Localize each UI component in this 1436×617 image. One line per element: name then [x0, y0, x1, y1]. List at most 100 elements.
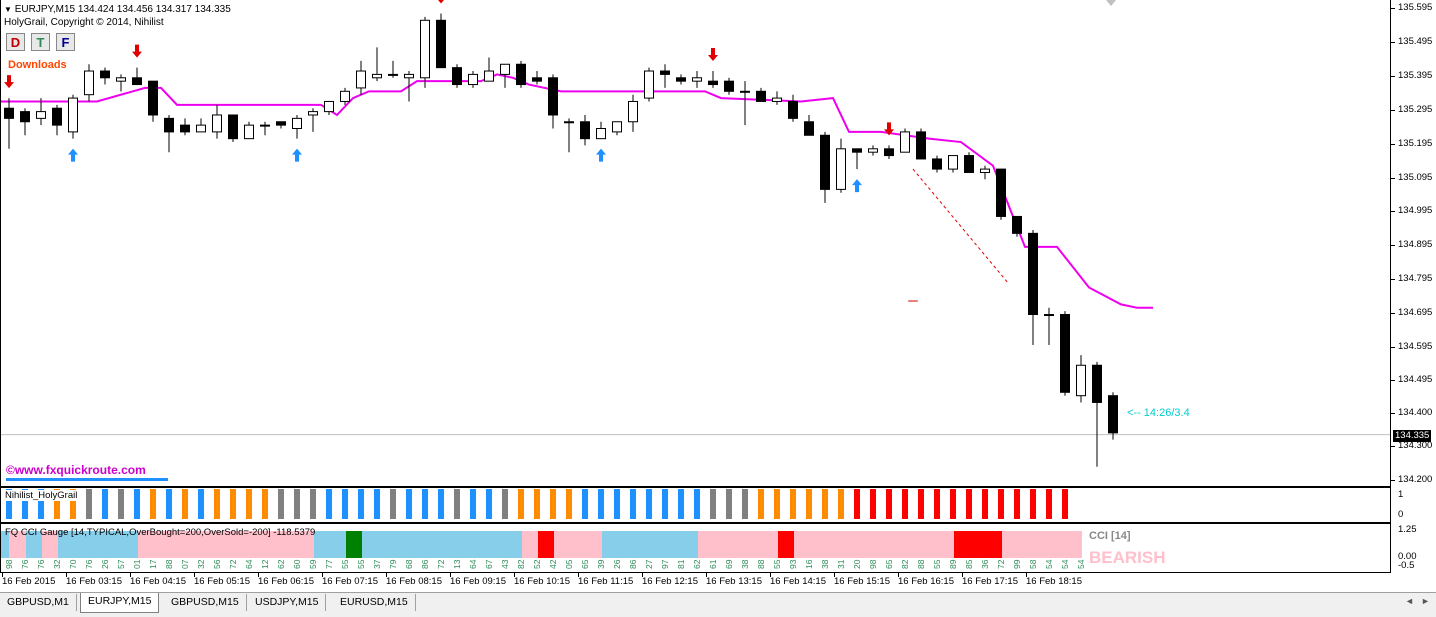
d-button-label: D	[10, 35, 21, 50]
bear-candle	[20, 111, 30, 123]
bull-candle	[628, 100, 638, 123]
scroll-marker-icon[interactable]	[1106, 0, 1116, 6]
holygrail-bar	[278, 489, 284, 519]
bull-candle	[196, 124, 206, 133]
holygrail-bar	[566, 489, 572, 519]
cci-number: 76	[36, 559, 46, 569]
bear-candle	[436, 19, 446, 69]
cci-segment	[778, 531, 794, 558]
price-tick	[1391, 211, 1395, 213]
cci-number: 97	[660, 559, 670, 569]
watermark-link[interactable]: ©www.fxquickroute.com	[6, 463, 146, 477]
price-tick-label: 134.995	[1398, 205, 1433, 217]
bear-candle	[4, 107, 14, 119]
cci-segment	[138, 531, 314, 558]
bull-candle	[308, 111, 318, 116]
cci-number: 85	[964, 559, 974, 569]
price-tick-label: 134.200	[1398, 474, 1433, 486]
bull-candle	[468, 73, 478, 86]
holygrail-bar	[662, 489, 668, 519]
tab-eurjpy-m15[interactable]: EURJPY,M15	[80, 593, 160, 613]
cci-number: 72	[436, 559, 446, 569]
bear-candle	[164, 117, 174, 133]
bear-candle	[228, 114, 238, 140]
cci-segment	[58, 531, 138, 558]
price-axis	[1391, 0, 1436, 573]
bear-candle	[916, 131, 926, 160]
time-tick	[130, 573, 131, 577]
holygrail-bar	[166, 489, 172, 519]
bear-candle	[1108, 395, 1118, 434]
t-button[interactable]: T	[31, 33, 50, 51]
bear-candle	[1012, 215, 1022, 234]
price-tick-label: 135.395	[1398, 70, 1433, 82]
cci-number: 61	[708, 559, 718, 569]
bull-candle	[324, 100, 334, 113]
cci-number: 38	[740, 559, 750, 569]
downloads-link[interactable]: Downloads	[8, 59, 67, 71]
price-tick	[1391, 312, 1395, 314]
cci-number: 32	[52, 559, 62, 569]
bull-candle	[84, 70, 94, 96]
trend-line	[912, 168, 1010, 285]
cci-number: 17	[148, 559, 158, 569]
cci-segment	[522, 531, 538, 558]
tab-gbpusd-m1[interactable]: GBPUSD,M1	[0, 594, 77, 611]
cci-number: 72	[228, 559, 238, 569]
bear-candle	[708, 80, 718, 86]
collapse-icon[interactable]: ▼	[4, 5, 12, 14]
holygrail-bar	[422, 489, 428, 519]
price-tick	[1391, 480, 1395, 482]
cci-number: 86	[420, 559, 430, 569]
cci-number: 38	[820, 559, 830, 569]
holygrail-bar	[134, 489, 140, 519]
bear-candle	[788, 100, 798, 119]
tab-gbpusd-m15[interactable]: GBPUSD,M15	[164, 594, 247, 611]
holygrail-bar	[854, 489, 860, 519]
bear-candle	[660, 70, 670, 75]
price-tick	[1391, 380, 1395, 382]
bull-candle	[1044, 314, 1054, 317]
time-tick	[386, 573, 387, 577]
tab-scroll-left-icon[interactable]: ◄	[1405, 596, 1414, 606]
bull-candle	[292, 117, 302, 130]
cci-number: 39	[596, 559, 606, 569]
holygrail-label: Nihilist_HolyGrail	[5, 490, 78, 501]
price-tick	[1391, 76, 1395, 78]
holygrail-bar	[550, 489, 556, 519]
bear-candle	[548, 77, 558, 116]
cci-number: 88	[164, 559, 174, 569]
cci-number: 54	[1060, 559, 1070, 569]
time-tick	[578, 573, 579, 577]
cci-segment	[554, 531, 602, 558]
tab-eurusd-m15[interactable]: EURUSD,M15	[333, 594, 416, 611]
bear-candle	[100, 70, 110, 79]
holygrail-bar	[294, 489, 300, 519]
bull-candle	[68, 97, 78, 133]
holygrail-bar	[966, 489, 972, 519]
cci-number: 05	[564, 559, 574, 569]
f-button[interactable]: F	[56, 33, 75, 51]
bear-candle	[1028, 232, 1038, 316]
cci-segment	[362, 531, 522, 558]
price-tick-label: 135.195	[1398, 137, 1433, 149]
cci-number: 12	[260, 559, 270, 569]
holygrail-bar	[470, 489, 476, 519]
tab-usdjpy-m15[interactable]: USDJPY,M15	[248, 594, 327, 611]
cci-number: 79	[388, 559, 398, 569]
holygrail-bar	[358, 489, 364, 519]
d-button[interactable]: D	[6, 33, 25, 51]
cci-segment	[538, 531, 554, 558]
holygrail-bar	[614, 489, 620, 519]
holygrail-bar	[38, 489, 44, 519]
tab-scroll-right-icon[interactable]: ►	[1421, 596, 1430, 606]
up-arrow-icon	[596, 148, 606, 162]
bear-candle	[148, 80, 158, 116]
price-tick-label: 134.300	[1398, 440, 1433, 452]
cci-number: 57	[116, 559, 126, 569]
time-tick	[66, 573, 67, 577]
holygrail-axis-0: 0	[1398, 509, 1404, 520]
cci-segment	[1002, 531, 1082, 558]
holygrail-bar	[182, 489, 188, 519]
